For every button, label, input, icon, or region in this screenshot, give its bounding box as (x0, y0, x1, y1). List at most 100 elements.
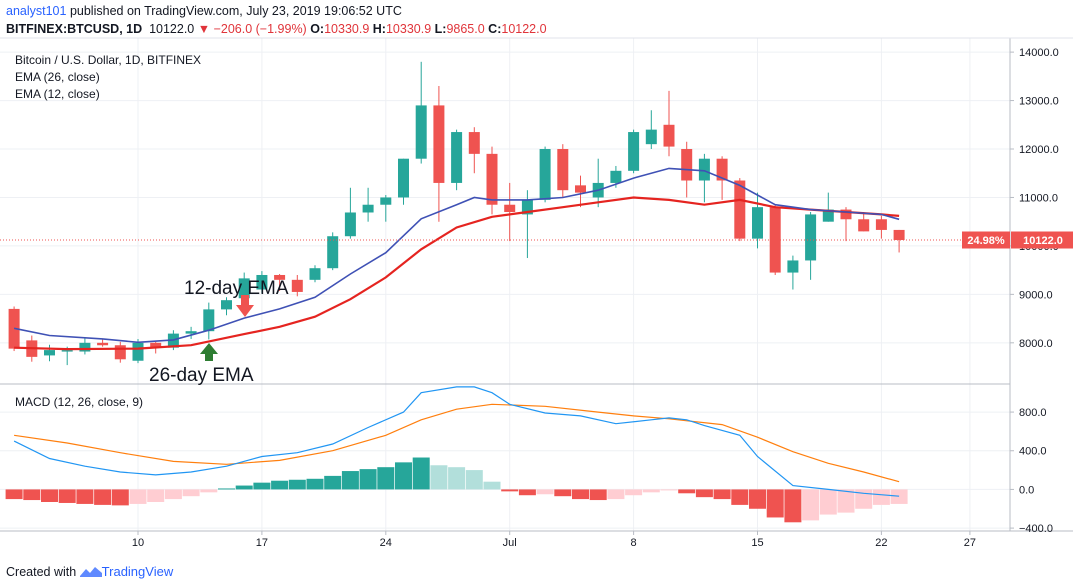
legend-ema26: EMA (26, close) (15, 70, 100, 84)
macd-line (13, 386, 900, 497)
candle-body (132, 342, 144, 361)
publish-info: analyst101 published on TradingView.com,… (6, 4, 402, 18)
macd-hist-bar (182, 489, 200, 497)
candle-body (415, 105, 427, 159)
macd-hist-bar (288, 479, 306, 490)
candle-body (575, 185, 586, 193)
open-label: O: (310, 22, 325, 36)
time-tick-label: 27 (964, 537, 976, 549)
ohlc-bar: BITFINEX:BTCUSD, 1D 10122.0 ▼ −206.0 (−1… (6, 22, 547, 36)
high-value: 10330.9 (385, 22, 432, 36)
macd-hist-bar (890, 489, 908, 504)
macd-axis-ticks: −400.0 0.0 400.0 800.0 (1010, 407, 1053, 535)
macd-hist-bar (200, 489, 218, 493)
macd-hist-bar (23, 489, 41, 501)
ema12-arrow-icon (236, 295, 254, 317)
footer: Created with TradingView (6, 564, 173, 579)
macd-hist-bar (253, 482, 271, 490)
candle-body (734, 180, 746, 239)
macd-hist-bar (607, 489, 625, 500)
macd-hist-bar (395, 462, 412, 490)
close-label: C: (488, 22, 502, 36)
candle-body (185, 331, 197, 334)
time-tick-label: 8 (631, 537, 637, 549)
macd-hist-bar (483, 481, 501, 490)
price-tick-label: 14000.0 (1019, 47, 1059, 59)
macd-hist-bar (147, 489, 165, 502)
macd-hist-bar (518, 489, 536, 496)
ema26-line (14, 196, 900, 351)
time-tick-label: 24 (380, 537, 392, 549)
macd-hist-bar (341, 471, 359, 490)
candle-body (822, 209, 834, 222)
candle-body (504, 204, 516, 212)
macd-hist-bar (766, 489, 784, 518)
author-link[interactable]: analyst101 (6, 4, 67, 18)
macd-histogram (5, 457, 908, 523)
candle-body (716, 158, 728, 181)
candle-body (645, 129, 657, 145)
percent-tag (962, 231, 1010, 249)
candle-body (451, 132, 463, 183)
candle-body (681, 149, 693, 181)
candle-body (769, 207, 781, 273)
macd-hist-bar (784, 489, 802, 523)
time-tick-label: Jul (503, 537, 517, 549)
time-axis-ticks: 10 17 24 Jul 8 15 22 27 (132, 531, 976, 549)
candle-body (114, 345, 126, 360)
candle-body (840, 209, 852, 220)
price-tag-text: 10122.0 (1023, 235, 1063, 247)
macd-hist-bar (625, 489, 643, 496)
time-tick-label: 22 (875, 537, 887, 549)
candle-body (291, 279, 303, 292)
macd-hist-bar (731, 489, 749, 505)
publish-text: published on TradingView.com, July 23, 2… (69, 4, 402, 18)
macd-hist-bar (430, 465, 448, 490)
candle-body (203, 309, 215, 332)
macd-hist-bar (58, 489, 76, 503)
macd-tick-label: 0.0 (1019, 484, 1034, 496)
macd-hist-bar (218, 488, 235, 490)
candle-body (805, 214, 817, 261)
macd-hist-bar (76, 489, 94, 504)
macd-hist-bar (536, 489, 554, 495)
macd-hist-bar (501, 489, 519, 492)
last-price: 10122.0 (149, 22, 195, 36)
tradingview-logo-icon (79, 567, 102, 577)
candle-body (521, 199, 533, 215)
candle-body (362, 204, 374, 213)
macd-hist-bar (271, 480, 289, 490)
candle-body (698, 158, 710, 181)
macd-hist-bar (465, 470, 483, 490)
legend-ema12: EMA (12, close) (15, 87, 100, 101)
price-axis-ticks: 8000.09000.010000.011000.012000.013000.0… (1010, 47, 1059, 350)
high-label: H: (372, 22, 386, 36)
candle-body (893, 229, 905, 241)
last-price-tag: 24.98% 10122.0 (962, 231, 1073, 249)
tradingview-brand[interactable]: TradingView (101, 564, 174, 579)
macd-hist-bar (235, 485, 253, 490)
low-value: 9865.0 (446, 22, 485, 36)
ema12-line (13, 167, 900, 344)
macd-hist-bar (94, 489, 112, 505)
candle-body (468, 132, 480, 154)
macd-hist-bar (837, 489, 855, 513)
created-with-text: Created with (6, 565, 77, 579)
macd-hist-bar (589, 489, 607, 501)
price-tick-label: 9000.0 (1019, 289, 1053, 301)
candle-body (539, 149, 551, 200)
candle-body (309, 268, 321, 280)
macd-hist-bar (111, 489, 129, 506)
macd-hist-bar (324, 475, 342, 490)
macd-hist-bar (660, 489, 678, 491)
candle-body (663, 124, 675, 147)
macd-hist-bar (642, 489, 660, 493)
macd-hist-bar (164, 489, 182, 500)
candle-body (433, 105, 445, 183)
candle-body (97, 342, 109, 346)
open-value: 10330.9 (324, 22, 370, 36)
indicator-lines (13, 167, 900, 497)
candle-body (398, 158, 409, 198)
candle-body (274, 274, 286, 280)
